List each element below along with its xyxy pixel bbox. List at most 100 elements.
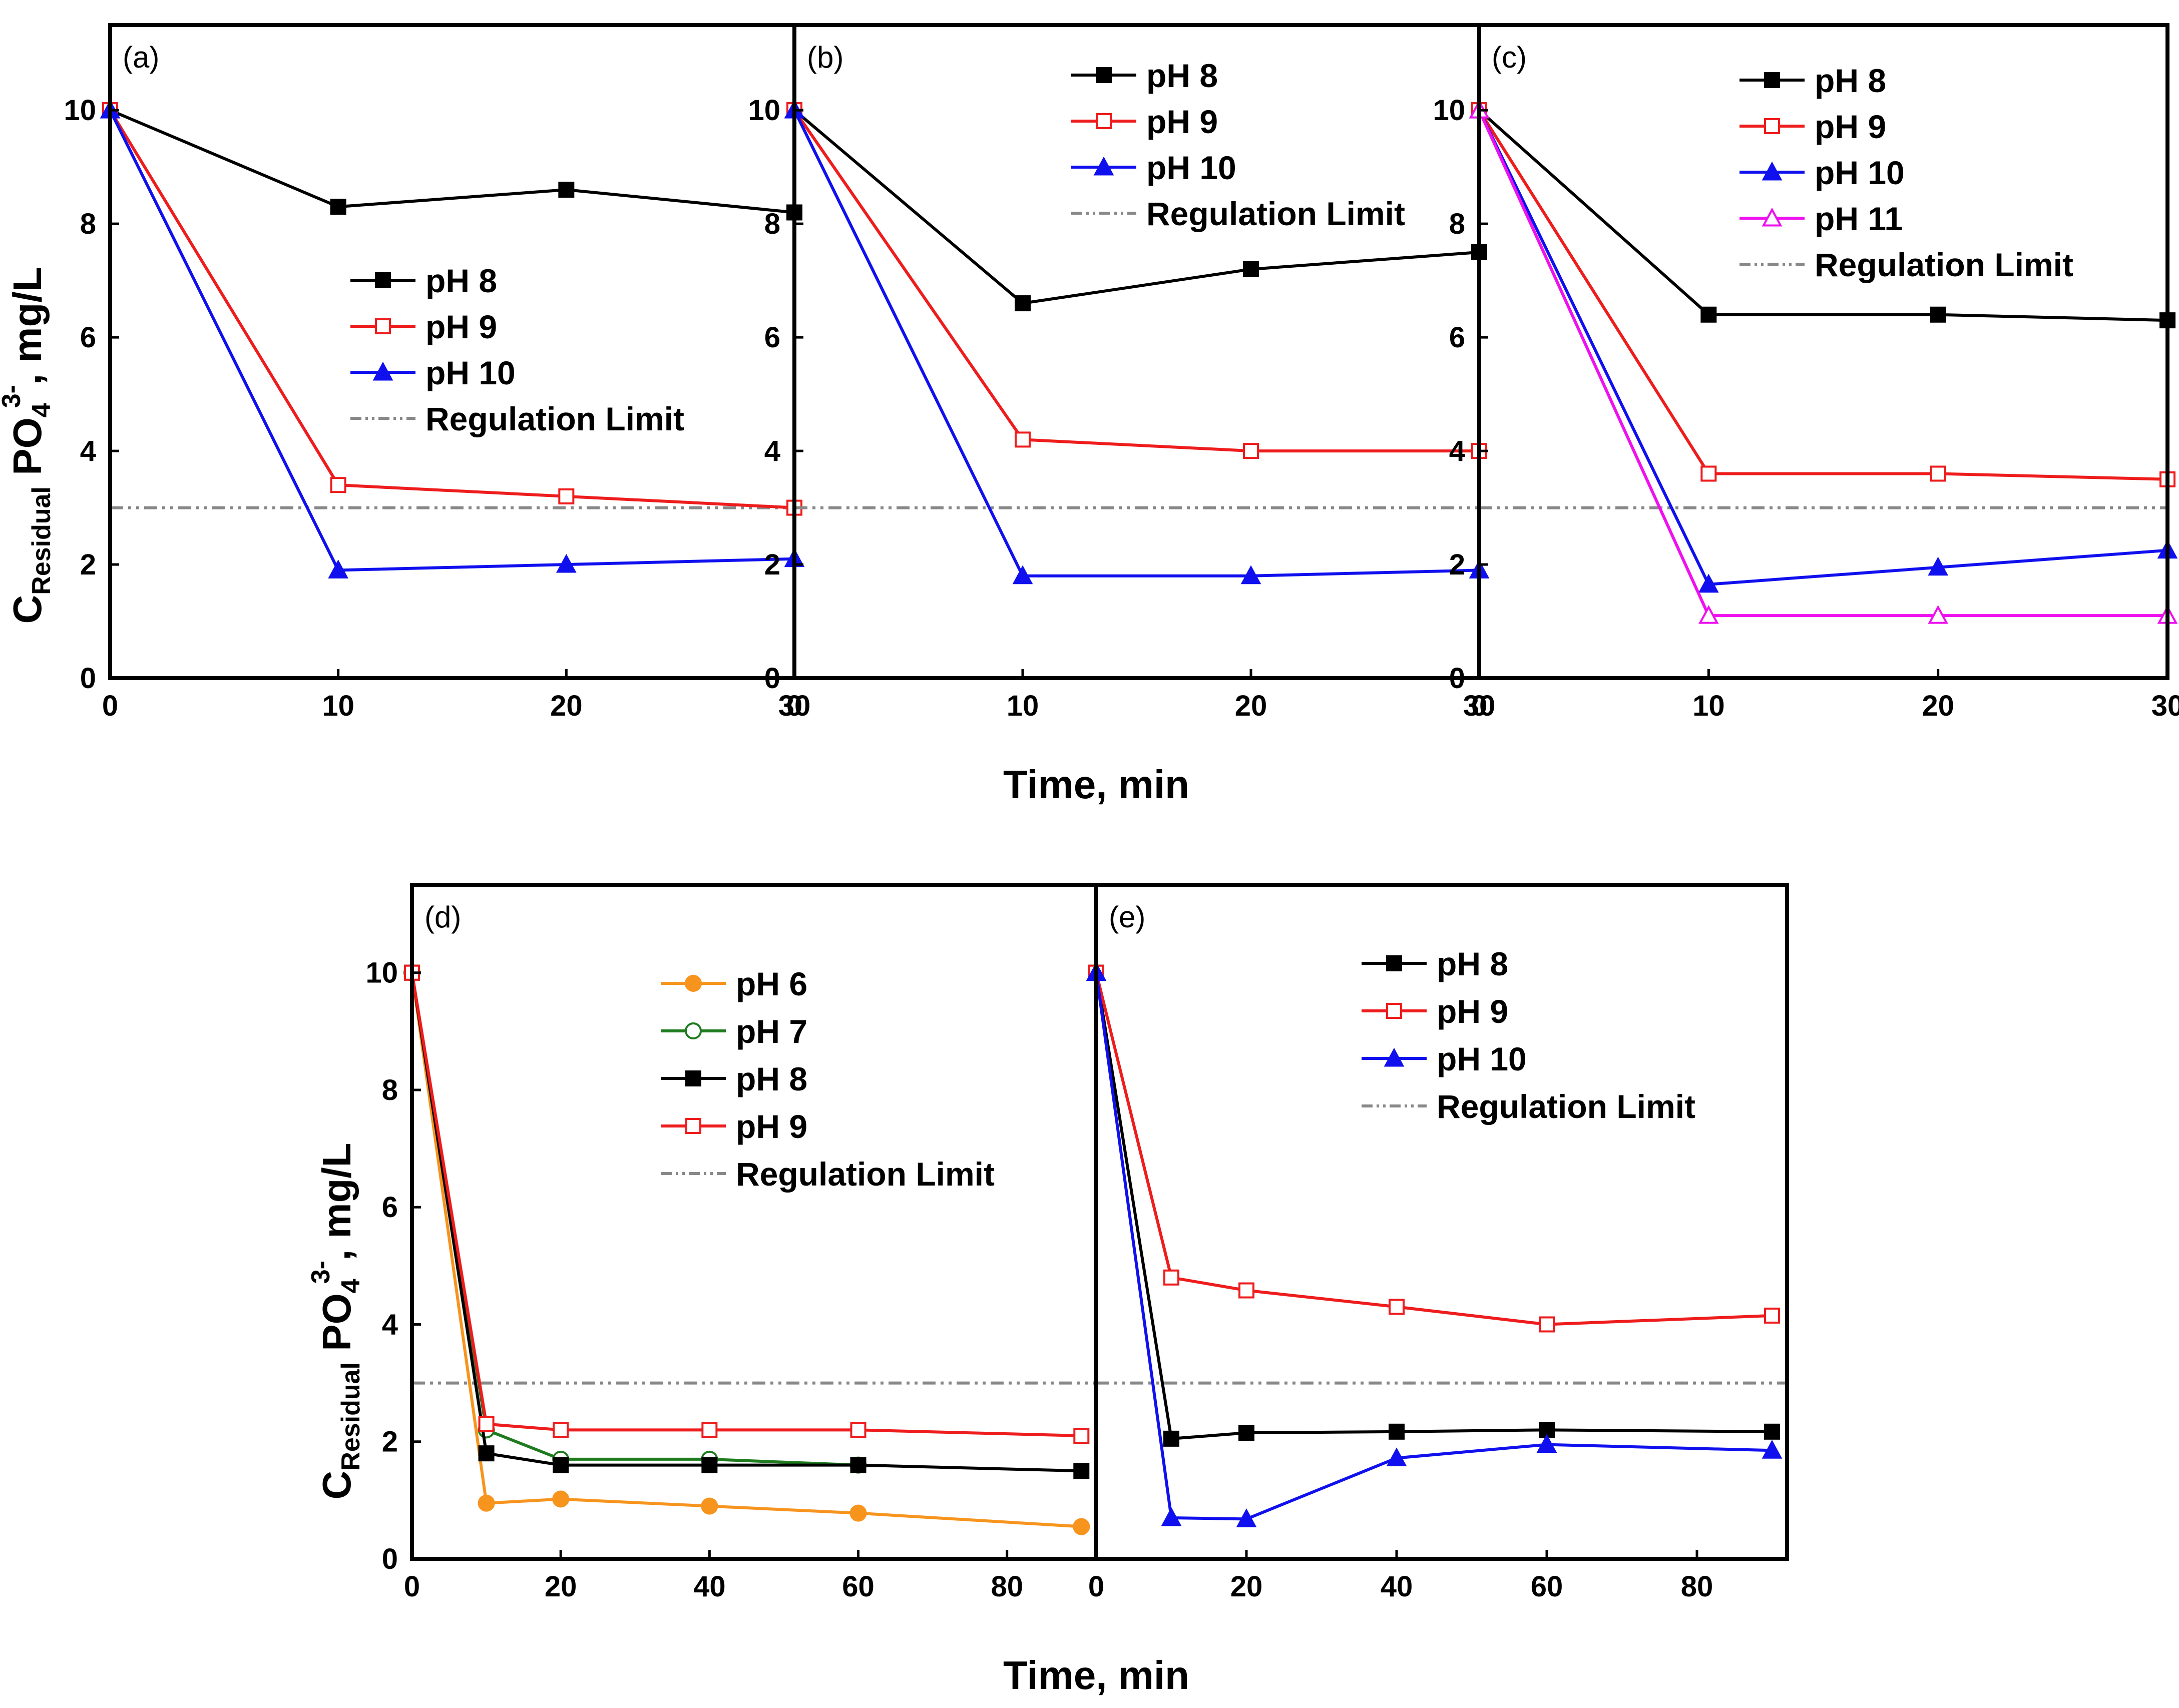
series-line-ph-6 xyxy=(410,972,1082,1528)
data-point-ph-9 xyxy=(330,477,346,493)
panel-e: 0 20 40 60 80 (e) pH 8 pH 9 pH 10 Regulation Limi… xyxy=(1086,883,1789,1603)
x-tick-label: 60 xyxy=(1531,1570,1563,1603)
legend-label-ph-10: pH 10 xyxy=(425,354,516,391)
data-point-ph-10 xyxy=(1762,1440,1783,1459)
series-line-ph-8 xyxy=(109,109,795,214)
series-line-ph-8 xyxy=(410,972,1082,1473)
y-axis-title-bottom: CResidual PO43-, mg/L xyxy=(306,1143,365,1499)
y-title-po: PO xyxy=(314,1293,359,1362)
svg-text:CResidual PO43-, mg/L: CResidual PO43-, mg/L xyxy=(306,1143,365,1499)
data-point-ph-8 xyxy=(1700,306,1717,323)
data-point-ph-6 xyxy=(849,1504,867,1522)
data-point-ph-9 xyxy=(1930,465,1946,482)
data-point-ph-9 xyxy=(1539,1316,1555,1333)
data-point-ph-10 xyxy=(1161,1507,1182,1526)
series-line-ph-8 xyxy=(1478,109,2168,322)
legend-label-ph-9: pH 9 xyxy=(1146,103,1218,140)
legend-marker-ph-8 xyxy=(1096,67,1112,83)
series-line-ph-10 xyxy=(1095,972,1773,1521)
y-title-charge: 3- xyxy=(0,385,26,408)
x-tick-label: 80 xyxy=(1681,1570,1713,1603)
y-tick-label: 0 xyxy=(764,662,780,695)
legend-marker-ph-9 xyxy=(1096,113,1112,129)
data-point-ph-9 xyxy=(1243,443,1259,459)
x-tick-label: 30 xyxy=(778,690,811,722)
x-axis-title-top: Time, min xyxy=(1003,762,1189,807)
data-point-ph-8 xyxy=(558,182,575,198)
series-line-ph-11 xyxy=(1478,109,2167,618)
data-point-ph-9 xyxy=(1700,465,1717,482)
legend-label-ph-10: pH 10 xyxy=(1437,1040,1527,1077)
series-line-ph-9 xyxy=(1095,972,1773,1326)
panel-label: (d) xyxy=(424,900,461,934)
legend: pH 8 pH 9 pH 10 Regulation Limit xyxy=(350,262,684,437)
data-point-ph-6 xyxy=(552,1490,570,1508)
x-tick-label: 0 xyxy=(102,690,118,722)
data-point-ph-10 xyxy=(1536,1434,1557,1453)
x-tick-label: 20 xyxy=(550,690,583,722)
y-tick-label: 10 xyxy=(1433,94,1465,127)
data-point-ph-8 xyxy=(1238,1425,1254,1441)
data-point-ph-6 xyxy=(478,1494,495,1512)
data-point-ph-11 xyxy=(1928,605,1949,624)
y-tick-label: 2 xyxy=(80,548,96,581)
legend-marker-ph-9 xyxy=(1386,1003,1402,1019)
x-tick-label: 40 xyxy=(693,1570,726,1603)
y-tick-label: 0 xyxy=(382,1543,398,1575)
legend-label-ph-9: pH 9 xyxy=(1437,993,1508,1030)
data-point-ph-9 xyxy=(1389,1299,1405,1315)
data-point-ph-9 xyxy=(558,488,575,504)
x-tick-label: 60 xyxy=(842,1570,875,1603)
data-point-ph-10 xyxy=(1012,565,1033,585)
data-point-ph-10 xyxy=(1928,556,1949,576)
legend-label-regulation-limit: Regulation Limit xyxy=(1815,246,2073,283)
legend: pH 6 pH 7 pH 8 pH 9 Regulation Limit xyxy=(661,965,995,1193)
y-tick-label: 4 xyxy=(382,1308,398,1341)
legend-label-ph-8: pH 8 xyxy=(1815,62,1886,99)
y-tick-label: 6 xyxy=(382,1191,398,1224)
data-point-ph-8 xyxy=(1930,306,1946,323)
legend-marker-ph-10 xyxy=(1384,1047,1405,1067)
series-line-ph-10 xyxy=(109,109,795,572)
y-tick-label: 0 xyxy=(1449,662,1465,695)
x-axis-title-bottom: Time, min xyxy=(1003,1653,1189,1697)
data-point-ph-9 xyxy=(850,1422,866,1438)
series-line-ph-9 xyxy=(109,109,795,509)
data-point-ph-9 xyxy=(553,1422,569,1438)
legend-marker-ph-8 xyxy=(375,272,391,288)
y-tick-label: 2 xyxy=(764,548,780,581)
data-point-ph-9 xyxy=(1764,1307,1780,1324)
svg-text:CResidual PO43-, mg/L: CResidual PO43-, mg/L xyxy=(0,267,56,624)
legend-marker-ph-8 xyxy=(1386,955,1402,971)
legend-label-ph-8: pH 8 xyxy=(425,262,497,299)
legend-marker-ph-7 xyxy=(685,1022,702,1039)
legend: pH 8 pH 9 pH 10 Regulation Limit xyxy=(1362,945,1695,1125)
series-line-ph-9 xyxy=(410,972,1082,1438)
legend: pH 8 pH 9 pH 10 pH 11 Regulation Limit xyxy=(1739,62,2073,283)
legend-marker-ph-10 xyxy=(372,361,393,381)
x-tick-label: 20 xyxy=(1230,1570,1263,1603)
panel-label: (c) xyxy=(1492,41,1527,74)
legend-marker-ph-8 xyxy=(1764,72,1780,88)
legend-label-ph-9: pH 9 xyxy=(1815,108,1886,145)
legend-label-ph-6: pH 6 xyxy=(736,965,807,1002)
data-point-ph-8 xyxy=(1389,1423,1405,1440)
y-tick-label: 4 xyxy=(1449,435,1465,467)
y-title-charge: 3- xyxy=(306,1261,335,1284)
legend-label-ph-8: pH 8 xyxy=(736,1060,807,1097)
data-point-ph-9 xyxy=(1015,431,1031,448)
panel-d: 0 20 40 60 80 0 2 4 6 8 10 (d) pH 6 pH 7 pH 8 pH 9 Regul… xyxy=(365,883,1098,1603)
data-point-ph-10 xyxy=(1240,565,1261,585)
data-point-ph-8 xyxy=(330,199,346,215)
legend-label-ph-7: pH 7 xyxy=(736,1013,807,1050)
y-title-four: 4 xyxy=(336,1279,365,1293)
x-tick-label: 40 xyxy=(1381,1570,1413,1603)
data-point-ph-6 xyxy=(1073,1518,1090,1535)
data-point-ph-8 xyxy=(1243,261,1259,277)
y-axis-title-top: CResidual PO43-, mg/L xyxy=(0,267,56,624)
legend-label-regulation-limit: Regulation Limit xyxy=(736,1156,995,1193)
data-point-ph-9 xyxy=(701,1422,718,1438)
legend-label-ph-9: pH 9 xyxy=(425,308,497,345)
